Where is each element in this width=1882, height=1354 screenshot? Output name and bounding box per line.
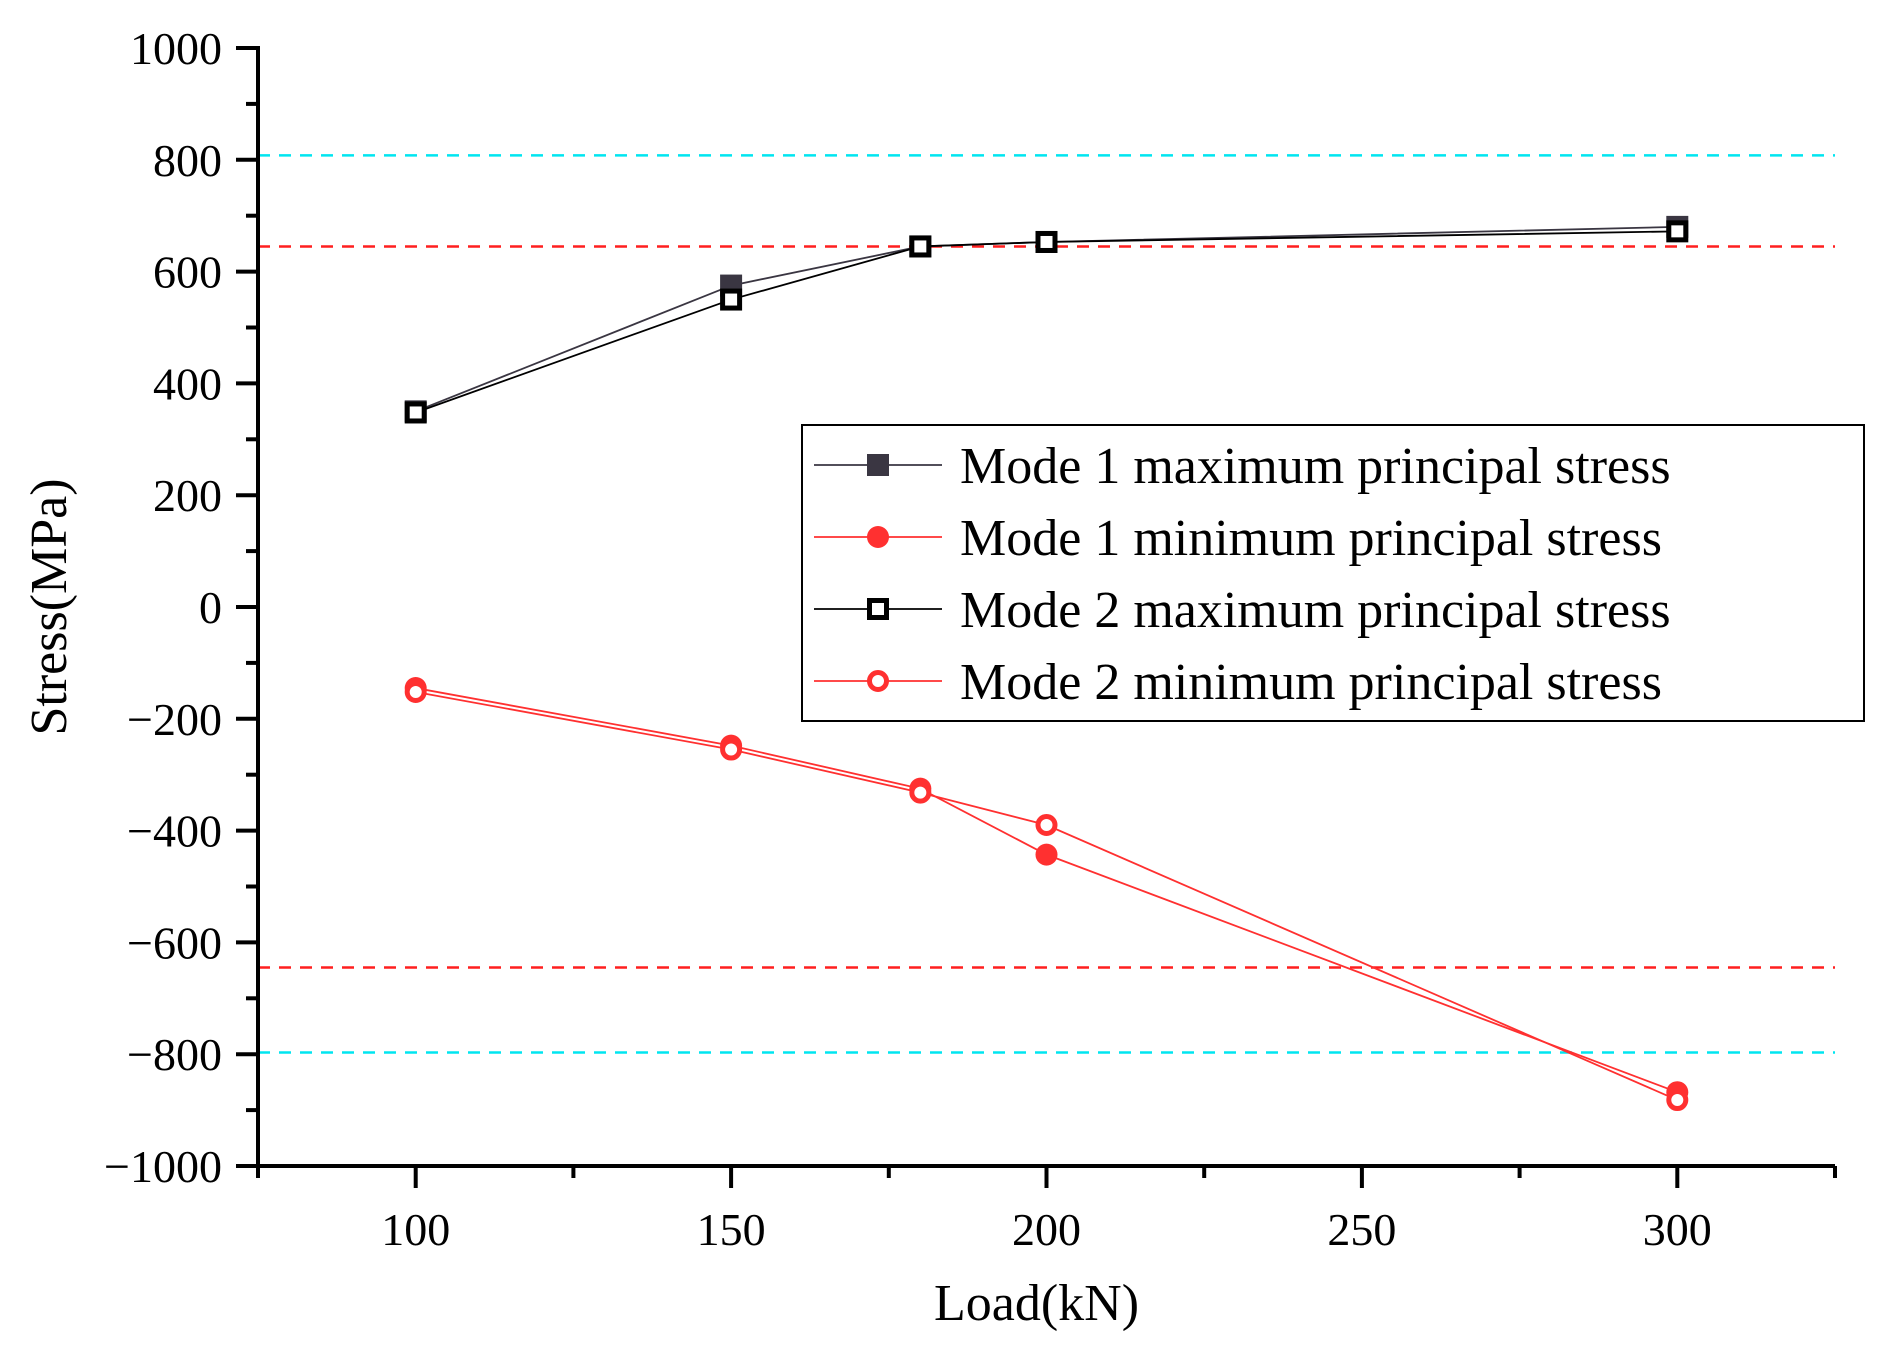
legend-item-4: Mode 2 minimum principal stress [814, 654, 1662, 711]
data-point [720, 288, 743, 311]
data-point [1035, 843, 1058, 866]
y-tick-label: 800 [153, 135, 222, 186]
series-4 [404, 680, 1689, 1112]
x-axis-ticks: 100 150 200 250 300 [256, 1166, 1837, 1255]
legend-label: Mode 2 maximum principal stress [960, 582, 1671, 639]
series-line [415, 225, 1678, 413]
x-tick-label: 300 [1643, 1204, 1712, 1255]
legend-marker [867, 526, 889, 548]
y-tick-label: −200 [127, 694, 222, 745]
data-point [1666, 1089, 1689, 1112]
data-point [1035, 230, 1058, 253]
legend: Mode 1 maximum principal stress Mode 1 mi… [801, 424, 1865, 722]
series-2 [404, 677, 1689, 1104]
y-tick-label: −800 [127, 1029, 222, 1080]
legend-label: Mode 1 minimum principal stress [960, 510, 1662, 567]
series-layer [404, 215, 1689, 1112]
y-tick-label: 400 [153, 358, 222, 409]
legend-marker [867, 454, 889, 476]
legend-item-1: Mode 1 maximum principal stress [814, 438, 1671, 495]
series-line [415, 691, 1678, 1101]
x-tick-label: 100 [381, 1204, 450, 1255]
legend-item-3: Mode 2 maximum principal stress [814, 582, 1671, 639]
data-point [909, 235, 932, 258]
data-point [720, 738, 743, 761]
x-tick-label: 150 [697, 1204, 766, 1255]
legend-label: Mode 1 maximum principal stress [960, 438, 1671, 495]
y-tick-label: 0 [199, 582, 222, 633]
y-tick-label: −1000 [104, 1141, 222, 1192]
data-point [404, 401, 427, 424]
legend-item-2: Mode 1 minimum principal stress [814, 510, 1662, 567]
y-tick-label: 200 [153, 470, 222, 521]
series-3 [404, 220, 1689, 424]
x-tick-label: 200 [1012, 1204, 1081, 1255]
data-point [1666, 220, 1689, 243]
y-axis-ticks: 1000 800 600 400 200 0 −200 −400 −600 −800 −1000 [104, 23, 258, 1192]
series-line [415, 230, 1678, 414]
y-axis-title: Stress(MPa) [21, 478, 78, 735]
axes: 1000 800 600 400 200 0 −200 −400 −600 −800 −1000 1… [104, 23, 1837, 1255]
y-tick-label: 600 [153, 247, 222, 298]
data-point [1035, 814, 1058, 837]
legend-marker [867, 598, 889, 620]
y-tick-label: −600 [127, 917, 222, 968]
legend-marker [867, 670, 889, 692]
y-tick-label: −400 [127, 806, 222, 857]
x-axis-title: Load(kN) [934, 1275, 1139, 1332]
series-line [415, 687, 1678, 1094]
data-point [404, 680, 427, 703]
x-tick-label: 250 [1327, 1204, 1396, 1255]
data-point [909, 781, 932, 804]
y-tick-label: 1000 [130, 23, 222, 74]
legend-box [801, 424, 1865, 722]
legend-label: Mode 2 minimum principal stress [960, 654, 1662, 711]
